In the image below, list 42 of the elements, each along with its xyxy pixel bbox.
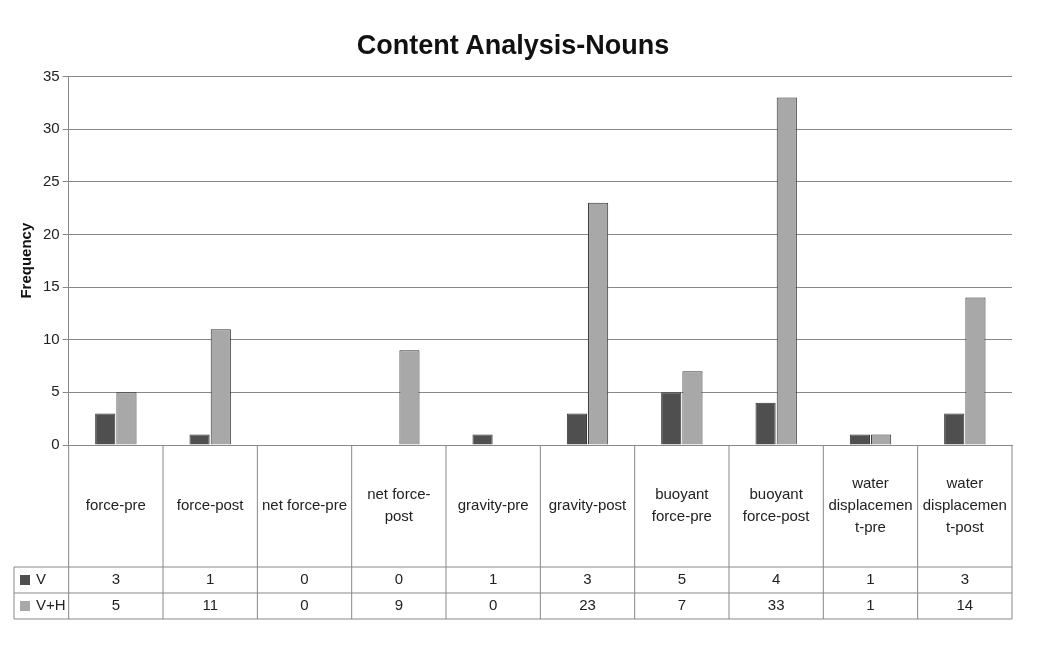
data-label: 1 [489, 570, 498, 588]
x-tick-label: water displacement-post [922, 474, 1007, 536]
data-label: 0 [394, 570, 404, 588]
legend-label: V+H [36, 596, 66, 614]
data-label: 7 [677, 596, 687, 614]
x-tick-label: force-pre [85, 496, 146, 514]
data-label: 3 [960, 570, 970, 588]
data-label: 1 [866, 596, 875, 614]
y-axis-title: Frequency [17, 222, 35, 299]
data-label: 5 [677, 570, 687, 588]
data-label: 3 [111, 570, 121, 588]
x-tick-label: gravity-post [548, 496, 628, 514]
x-tick-label: buoyant force-post [742, 485, 811, 525]
data-label: 0 [300, 570, 309, 588]
y-tick-label: 10 [43, 329, 60, 347]
y-tick-label: 0 [51, 435, 60, 453]
data-label: 11 [202, 596, 218, 614]
data-label: 14 [956, 596, 974, 614]
data-label: 3 [583, 570, 592, 588]
legend-label: V [36, 570, 47, 588]
data-label: 9 [394, 596, 404, 614]
data-label: 1 [866, 570, 875, 588]
data-label: 23 [579, 596, 596, 614]
x-tick-label: force-post [176, 496, 245, 514]
data-label: 4 [772, 570, 781, 588]
y-tick-label: 35 [43, 66, 60, 84]
x-tick-label: buoyant force-pre [651, 485, 712, 525]
y-tick-label: 30 [43, 119, 60, 137]
y-tick-label: 25 [43, 171, 60, 189]
data-label: 33 [767, 596, 785, 614]
y-tick-label: 15 [43, 277, 60, 295]
data-label: 1 [206, 570, 215, 588]
data-label: 0 [300, 596, 309, 614]
x-tick-label: gravity-pre [457, 496, 529, 514]
y-tick-label: 5 [51, 382, 60, 400]
x-tick-label: net force-post [367, 485, 431, 525]
y-tick-label: 20 [43, 224, 60, 242]
x-tick-label: water displacement-pre [828, 474, 913, 536]
x-tick-label: net force-pre [261, 496, 348, 514]
data-label: 0 [489, 596, 498, 614]
data-label: 5 [111, 596, 121, 614]
chart-title: Content Analysis-Nouns [356, 29, 670, 60]
